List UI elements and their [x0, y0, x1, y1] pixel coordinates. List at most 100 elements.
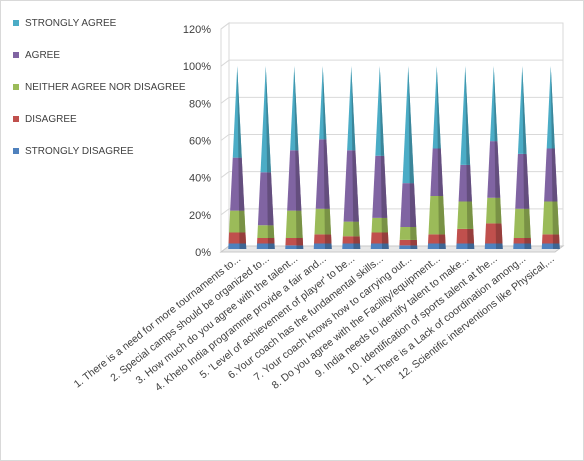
gridline — [220, 171, 563, 179]
legend-label-disagree: DISAGREE — [25, 114, 77, 125]
cone-8 — [427, 66, 446, 249]
y-tick-label: 120% — [183, 24, 211, 36]
legend-swatch-disagree — [13, 116, 19, 122]
cone-segment-shade — [239, 232, 246, 244]
cone-segment-shade — [408, 66, 415, 184]
cone-segment-shade — [267, 225, 275, 239]
cone-segment-shade — [524, 243, 532, 249]
cone-segment-shade — [410, 227, 417, 240]
y-tick-label: 80% — [189, 98, 211, 110]
gridline — [220, 59, 563, 67]
legend-label-strongly-agree: STRONGLY AGREE — [25, 18, 117, 29]
cone-segment-shade — [239, 243, 247, 249]
legend-label-strongly-disagree: STRONGLY DISAGREE — [25, 146, 134, 157]
cone-segment-shade — [323, 139, 330, 209]
legend-swatch-strongly-disagree — [13, 148, 19, 154]
cone-segment-shade — [324, 208, 332, 235]
cone-segment-shade — [466, 164, 472, 202]
cone-segment-shade — [353, 221, 360, 237]
cone-segment-shade — [381, 232, 389, 244]
cone-6 — [370, 66, 389, 249]
cone-segment-shade — [294, 66, 299, 151]
cone-segment-shade — [379, 66, 385, 156]
legend-label-neither-agree-nor-disagree: NEITHER AGREE NOR DISAGREE — [25, 82, 186, 93]
y-tick-label: 100% — [183, 61, 211, 73]
y-tick-label: 20% — [189, 210, 211, 222]
cone-12 — [541, 66, 560, 249]
gridline — [220, 208, 563, 216]
cone-segment-shade — [380, 155, 388, 218]
cone-segment-shade — [296, 210, 303, 239]
y-tick-label: 0% — [195, 247, 211, 259]
legend: STRONGLY AGREE AGREE NEITHER AGREE NOR DIS… — [13, 18, 186, 157]
cone-segment-shade — [552, 234, 560, 244]
cone-segment-shade — [324, 234, 332, 244]
cone-2 — [256, 66, 275, 249]
cone-3 — [285, 66, 304, 249]
x-axis: 1. There is a need for more tournaments … — [72, 253, 557, 394]
cone-segment-shade — [438, 195, 446, 235]
cone-segment-shade — [438, 234, 446, 244]
cone-segment-shade — [353, 236, 360, 244]
gridlines — [220, 22, 563, 216]
cone-segment-shade — [524, 238, 531, 244]
cone-segment-shade — [522, 66, 527, 154]
cone-11 — [513, 66, 532, 249]
floor — [219, 245, 565, 253]
cone-segment-shade — [265, 66, 271, 173]
cone-segment-shade — [495, 197, 502, 224]
cone-segment-shade — [436, 66, 441, 149]
cone-1 — [228, 66, 247, 249]
cone-segment-shade — [495, 243, 503, 249]
legend-label-agree: AGREE — [25, 50, 60, 61]
cone-4 — [313, 66, 332, 249]
cone-segment-shade — [295, 150, 302, 211]
cone-segment-shade — [296, 245, 304, 249]
cone-segment-shade — [322, 66, 327, 140]
y-tick-label: 60% — [189, 136, 211, 148]
cone-segment-shade — [523, 153, 530, 209]
y-axis: 0% 20% 40% 60% 80% 100% 120% — [183, 24, 211, 259]
gridline — [220, 134, 563, 141]
cone-segment-shade — [381, 217, 388, 233]
cone-segment-shade — [552, 243, 560, 249]
cone-segment-shade — [552, 201, 560, 235]
cone-segment-shade — [467, 228, 474, 244]
y-tick-label: 40% — [189, 173, 211, 185]
cone-segment-shade — [438, 243, 446, 249]
cone-segment-shade — [239, 210, 246, 233]
cone-segment-shade — [381, 243, 389, 249]
cone-segment-shade — [267, 172, 274, 226]
cone-segment-shade — [524, 208, 531, 239]
legend-swatch-strongly-agree — [13, 20, 19, 26]
cone-segment-shade — [494, 141, 501, 198]
cone-segment-shade — [296, 238, 304, 246]
cone-5 — [342, 66, 361, 249]
cone-segment-shade — [238, 157, 245, 211]
cone-segment-shade — [493, 66, 498, 142]
cone-segment-shade — [410, 245, 418, 249]
cone-segment-shade — [352, 150, 359, 222]
legend-swatch-neither-agree-nor-disagree — [13, 84, 19, 90]
cone-segment-shade — [351, 66, 356, 151]
cone-10 — [484, 66, 503, 249]
cone-segment-shade — [410, 239, 418, 246]
legend-swatch-agree — [13, 52, 19, 58]
cone-9 — [456, 66, 475, 249]
cone-segment-shade — [267, 243, 275, 249]
cone-segment-shade — [550, 66, 555, 149]
gridline — [220, 22, 563, 30]
cone-segment-shade — [465, 66, 471, 165]
cone-segment-shade — [551, 148, 558, 202]
cone-segment-shade — [437, 148, 444, 196]
cone-segment-shade — [409, 183, 417, 228]
cone-segment-shade — [495, 223, 503, 244]
cone-segment-shade — [267, 238, 275, 244]
cone-segment-shade — [467, 243, 475, 249]
cone-segment-shade — [324, 243, 332, 249]
cone-segment-shade — [237, 66, 242, 158]
cone-7 — [399, 66, 418, 249]
gridline — [220, 96, 563, 104]
cone-segment-shade — [466, 201, 474, 229]
